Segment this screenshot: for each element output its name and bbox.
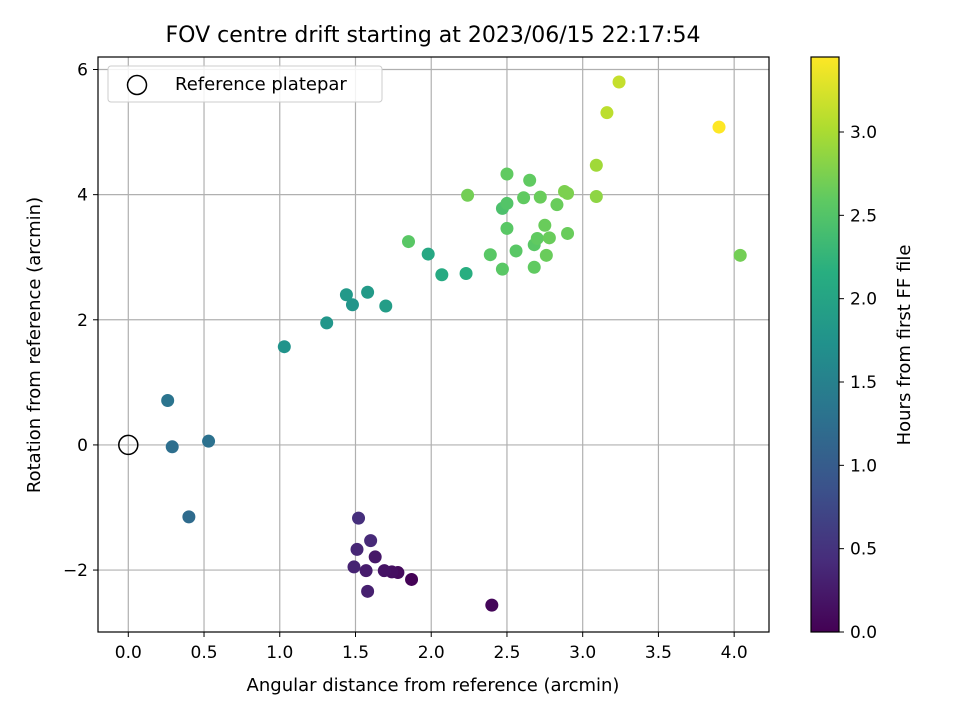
- data-point: [364, 534, 378, 548]
- data-point: [461, 188, 475, 202]
- y-axis-ticks: −2 0 2 4 6: [63, 61, 98, 581]
- colorbar-tick-label: 3.0: [850, 123, 877, 143]
- data-point: [500, 221, 514, 235]
- data-point: [350, 542, 364, 556]
- colorbar-tick-label: 0.0: [850, 623, 877, 643]
- data-point: [530, 231, 544, 245]
- y-axis-label: Rotation from reference (arcmin): [24, 197, 45, 493]
- data-point: [361, 285, 375, 299]
- data-point: [165, 440, 179, 454]
- x-tick-label: 1.0: [266, 643, 293, 663]
- data-points: [161, 75, 747, 612]
- data-point: [161, 393, 175, 407]
- data-point: [483, 248, 497, 262]
- chart-title: FOV centre drift starting at 2023/06/15 …: [166, 23, 701, 48]
- legend-box: [107, 65, 383, 103]
- data-point: [538, 218, 552, 232]
- x-tick-label: 1.5: [342, 643, 369, 663]
- data-point: [377, 564, 391, 578]
- colorbar-tick-label: 0.5: [850, 540, 877, 560]
- data-point: [379, 299, 393, 313]
- data-point: [517, 191, 531, 205]
- data-point: [600, 106, 614, 120]
- data-point: [368, 550, 382, 564]
- data-point: [345, 298, 359, 312]
- reference-marker: [118, 434, 139, 456]
- colorbar-ticks: 0.0 0.5 1.0 1.5 2.0 2.5 3.0: [839, 123, 877, 643]
- data-point: [712, 120, 726, 134]
- data-point: [320, 316, 334, 330]
- colorbar: [810, 56, 840, 633]
- data-point: [561, 186, 575, 200]
- colorbar-tick-label: 1.5: [850, 373, 877, 393]
- legend: Reference platepar: [107, 65, 383, 103]
- data-point: [500, 167, 514, 181]
- x-tick-label: 0.5: [191, 643, 218, 663]
- data-point: [533, 190, 547, 204]
- x-axis-ticks: 0.0 0.5 1.0 1.5 2.0 2.5 3.0 3.5 4.0: [115, 632, 748, 663]
- colorbar-tick-label: 1.0: [850, 456, 877, 476]
- colorbar-tick-label: 2.0: [850, 290, 877, 310]
- x-tick-label: 2.5: [493, 643, 520, 663]
- data-point: [550, 198, 564, 212]
- data-point: [539, 248, 553, 262]
- x-axis-label: Angular distance from reference (arcmin): [247, 675, 620, 696]
- legend-marker-icon: [126, 74, 148, 96]
- data-point: [542, 231, 556, 245]
- y-tick-label: −2: [63, 561, 88, 581]
- data-point: [509, 244, 523, 258]
- x-tick-label: 4.0: [721, 643, 748, 663]
- data-point: [202, 434, 216, 448]
- reference-point: [118, 434, 139, 456]
- colorbar-label: Hours from first FF file: [894, 245, 915, 446]
- data-point: [485, 598, 499, 612]
- x-tick-label: 2.0: [418, 643, 445, 663]
- data-point: [561, 226, 575, 240]
- colorbar-tick-label: 2.5: [850, 206, 877, 226]
- data-point: [733, 248, 747, 262]
- data-point: [589, 158, 603, 172]
- data-point: [277, 340, 291, 354]
- data-point: [352, 511, 366, 525]
- data-point: [359, 564, 373, 578]
- x-tick-label: 3.0: [569, 643, 596, 663]
- y-tick-label: 4: [77, 186, 88, 206]
- x-tick-label: 0.0: [115, 643, 142, 663]
- y-tick-label: 0: [77, 436, 88, 456]
- y-tick-label: 2: [77, 311, 88, 331]
- legend-label: Reference platepar: [175, 74, 347, 95]
- data-point: [527, 260, 541, 274]
- data-point: [435, 268, 449, 282]
- data-point: [361, 584, 375, 598]
- data-point: [589, 190, 603, 204]
- data-point: [347, 560, 361, 574]
- data-point: [459, 266, 473, 280]
- data-point: [402, 235, 416, 249]
- data-point: [421, 247, 435, 261]
- x-tick-label: 3.5: [645, 643, 672, 663]
- data-point: [405, 572, 419, 586]
- data-point: [495, 262, 509, 276]
- plot-frame: [97, 56, 770, 633]
- data-point: [339, 288, 353, 302]
- y-tick-label: 6: [77, 61, 88, 81]
- data-point: [523, 173, 537, 187]
- data-point: [500, 196, 514, 210]
- data-point: [182, 510, 196, 524]
- data-point: [612, 75, 626, 89]
